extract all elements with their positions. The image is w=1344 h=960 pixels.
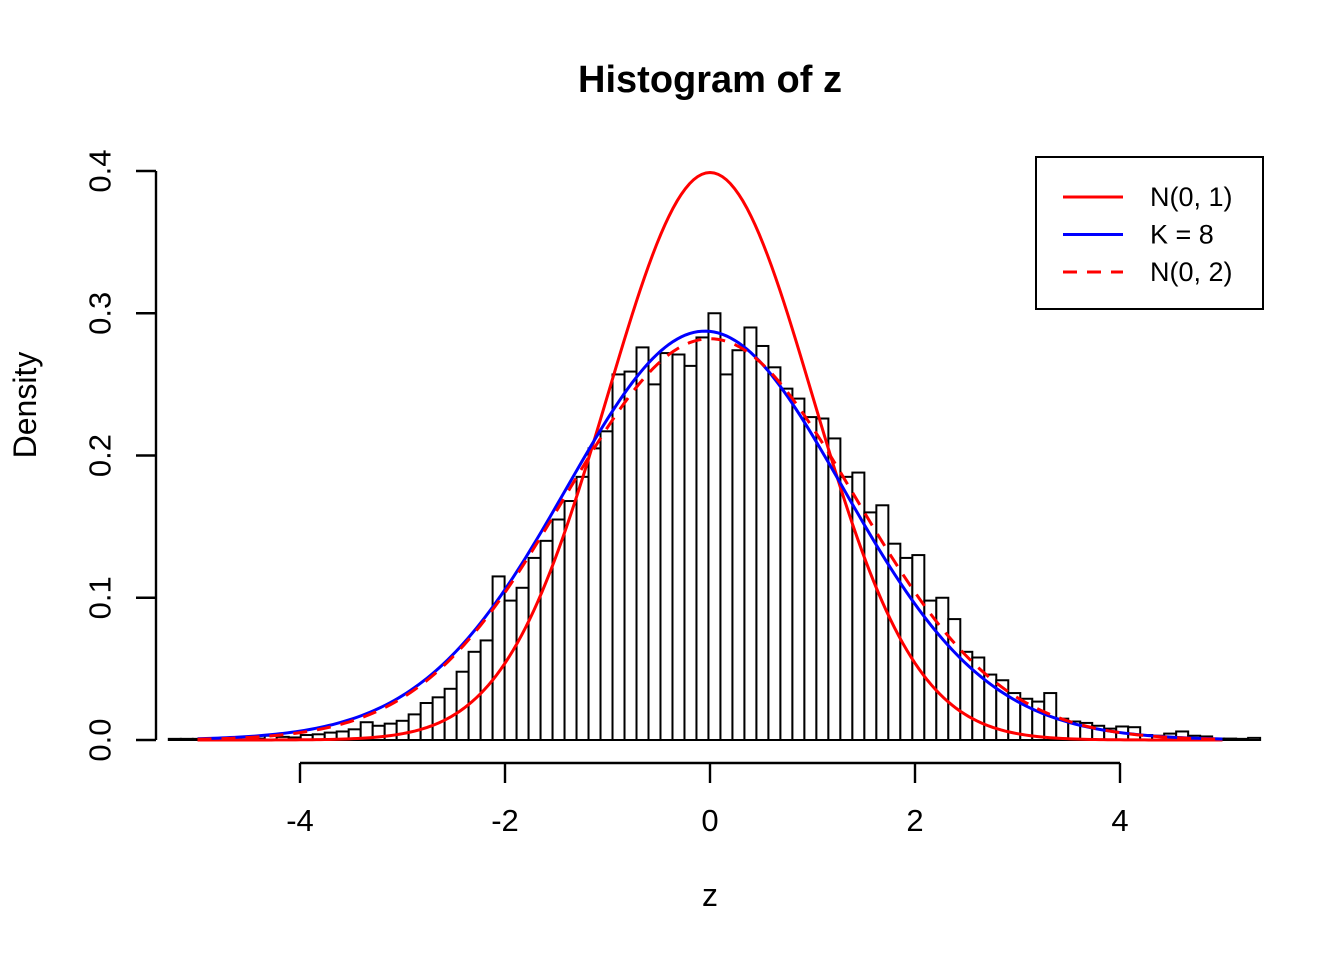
histogram-bar [599, 430, 614, 741]
histogram-bar [623, 370, 638, 741]
y-tick-label: 0.0 [83, 718, 118, 761]
legend-box: N(0, 1) K = 8 N(0, 2) [1035, 156, 1264, 310]
y-axis-label: Density [7, 352, 43, 459]
legend-entry-label: N(0, 2) [1150, 257, 1233, 287]
histogram-bar [1031, 700, 1046, 742]
x-tick-label: -2 [491, 803, 519, 838]
histogram-bar [587, 447, 602, 741]
y-tick-label: 0.4 [83, 149, 118, 192]
plot-title: Histogram of z [578, 59, 842, 101]
histogram-bar [863, 511, 878, 742]
histogram-bar [791, 397, 806, 741]
histogram-bar [431, 696, 446, 742]
histogram-bar [683, 364, 698, 741]
histogram-bar [815, 417, 830, 741]
histogram-bar [575, 475, 590, 741]
histogram-bar [935, 596, 950, 741]
histogram-bar [911, 554, 926, 742]
axes: -4 -2 0 2 4 0.0 0.1 0.2 0.3 0.4 [83, 149, 1129, 838]
histogram-bar [179, 737, 194, 741]
histogram-bar [563, 500, 578, 741]
histogram-bar [527, 556, 542, 741]
curve-n-0-2 [197, 337, 1223, 741]
histogram-bar [671, 353, 686, 741]
histogram-bar [395, 719, 410, 741]
histogram-bar [407, 713, 422, 742]
histogram-bar [731, 349, 746, 741]
histogram-bar [755, 344, 770, 741]
y-tick-label: 0.3 [83, 292, 118, 335]
histogram-bar [1235, 737, 1250, 741]
histogram-bar [635, 346, 650, 741]
y-tick-label: 0.1 [83, 576, 118, 619]
histogram-bars [167, 312, 1262, 742]
histogram-bar [707, 312, 722, 741]
histogram-bar [743, 326, 758, 741]
legend-entry-label: N(0, 1) [1150, 182, 1233, 212]
histogram-bar [659, 352, 674, 741]
curve-n-0-1 [197, 170, 1223, 742]
histogram-bar [1223, 737, 1238, 742]
histogram-bar [803, 416, 818, 741]
histogram-bar [719, 373, 734, 741]
histogram-bar [647, 383, 662, 742]
x-tick-label: 4 [1111, 803, 1128, 838]
histogram-bar [167, 737, 182, 741]
x-axis-label: z [702, 877, 718, 913]
curve-k-8 [197, 329, 1223, 741]
x-tick-label: -4 [286, 803, 314, 838]
histogram-bar [503, 599, 518, 741]
histogram-bar [611, 373, 626, 741]
legend-entry-label: K = 8 [1150, 220, 1214, 250]
density-curves [197, 170, 1223, 742]
histogram-bar [767, 366, 782, 741]
x-tick-label: 0 [701, 803, 718, 838]
x-tick-label: 2 [906, 803, 923, 838]
histogram-bar [419, 702, 434, 742]
histogram-bar [695, 336, 710, 741]
histogram-bar [1247, 736, 1262, 741]
y-tick-label: 0.2 [83, 434, 118, 477]
histogram-bar [779, 387, 794, 741]
histogram-bar [515, 586, 530, 741]
